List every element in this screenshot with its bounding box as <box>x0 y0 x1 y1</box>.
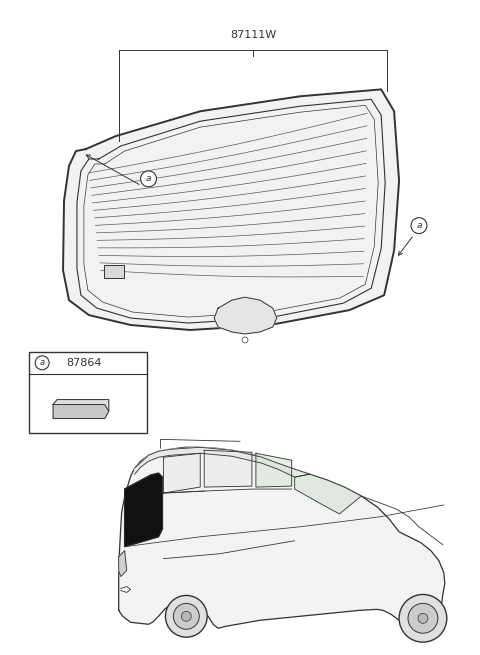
Text: a: a <box>416 221 422 230</box>
Polygon shape <box>119 551 127 576</box>
Polygon shape <box>63 89 399 330</box>
Polygon shape <box>214 297 277 334</box>
Polygon shape <box>295 474 361 514</box>
Bar <box>104 265 124 278</box>
Circle shape <box>166 595 207 637</box>
Polygon shape <box>119 447 445 630</box>
Circle shape <box>411 217 427 234</box>
Circle shape <box>181 611 192 622</box>
Circle shape <box>408 603 438 633</box>
Text: 87111W: 87111W <box>230 29 276 40</box>
Polygon shape <box>53 405 109 419</box>
Text: a: a <box>146 174 151 183</box>
Text: a: a <box>39 358 45 367</box>
Circle shape <box>418 613 428 624</box>
Circle shape <box>35 356 49 370</box>
Text: 87864: 87864 <box>66 358 102 368</box>
Polygon shape <box>125 473 162 547</box>
Circle shape <box>399 595 447 642</box>
Polygon shape <box>53 400 109 411</box>
Polygon shape <box>164 453 200 493</box>
Circle shape <box>242 337 248 343</box>
Bar <box>29 352 146 434</box>
Circle shape <box>141 171 156 187</box>
Circle shape <box>173 603 199 629</box>
Polygon shape <box>256 453 292 487</box>
Polygon shape <box>204 450 252 487</box>
Polygon shape <box>134 447 310 477</box>
